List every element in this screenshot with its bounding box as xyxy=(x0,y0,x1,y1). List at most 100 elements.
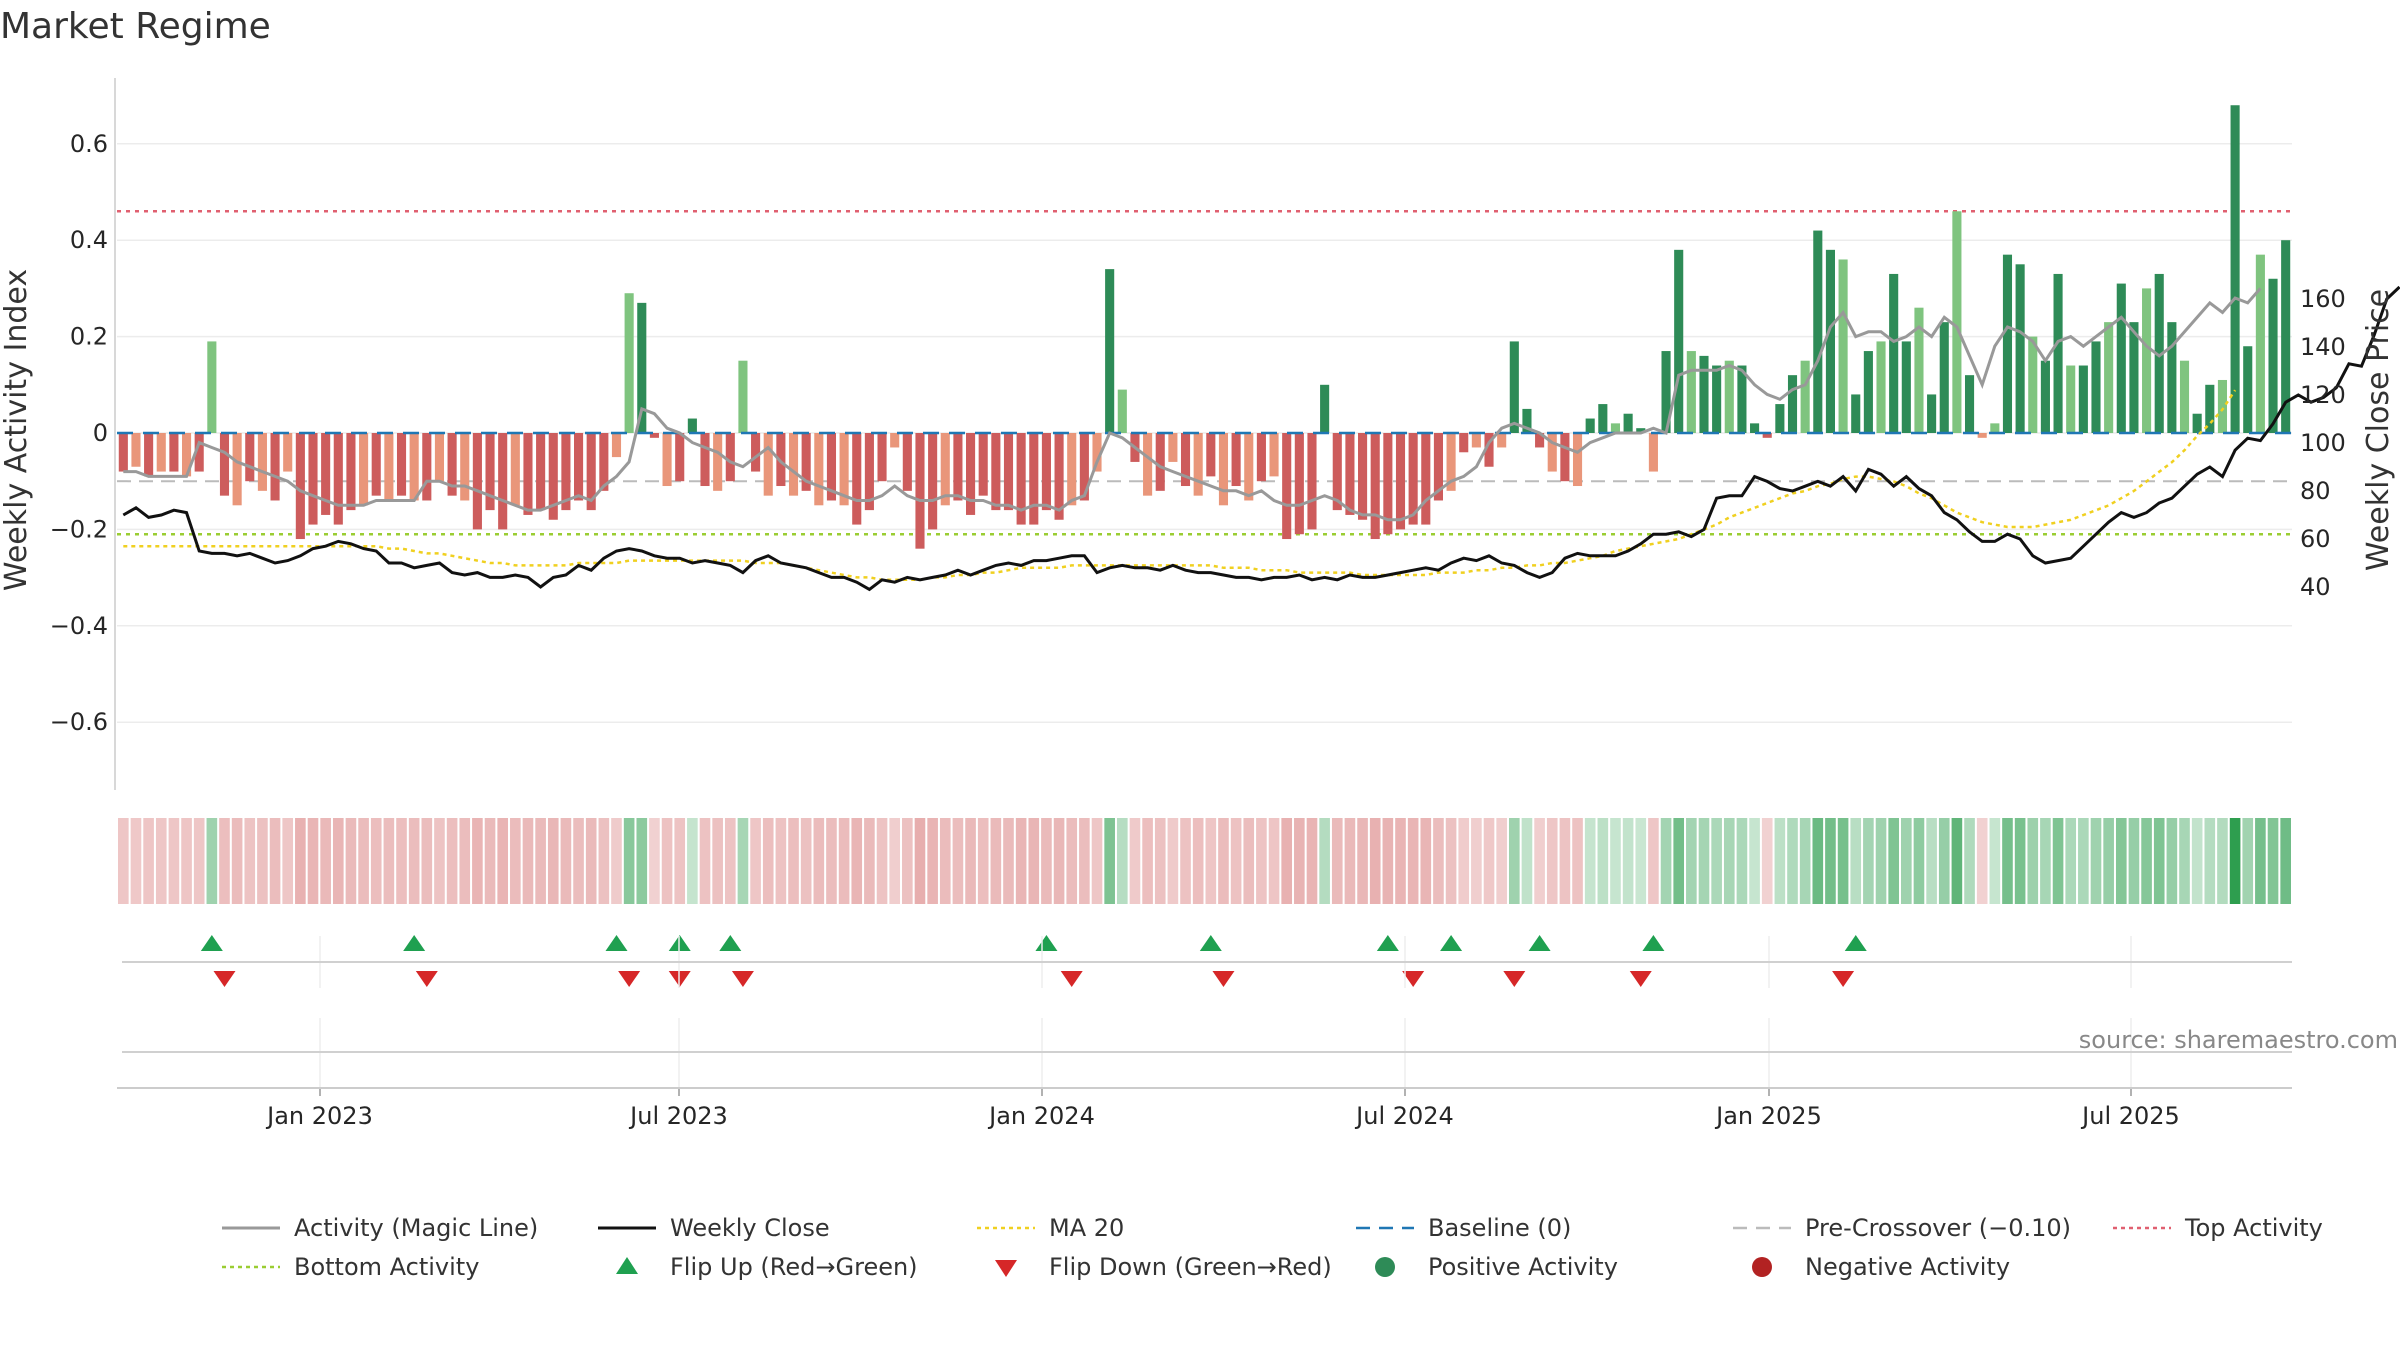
heat-cell xyxy=(143,818,154,904)
x-tick-label: Jul 2025 xyxy=(2080,1102,2180,1130)
y2-tick-label: 100 xyxy=(2300,429,2346,457)
flip-down-marker xyxy=(1629,971,1652,987)
activity-bar xyxy=(1825,249,1835,433)
activity-bar xyxy=(574,433,584,501)
activity-bar xyxy=(561,433,571,511)
activity-bar xyxy=(1661,351,1671,433)
heat-cell xyxy=(977,818,989,904)
heat-cell xyxy=(1382,818,1394,904)
activity-bar xyxy=(1636,428,1646,433)
activity-bar xyxy=(2015,264,2025,433)
activity-bar xyxy=(1320,384,1330,433)
heat-cell xyxy=(712,818,723,904)
heat-cell xyxy=(231,818,243,904)
heat-cell xyxy=(1597,818,1609,904)
weekly-close-line xyxy=(122,285,2400,592)
activity-bar xyxy=(725,433,735,482)
flip-up-marker xyxy=(1528,935,1551,951)
activity-bar xyxy=(1484,433,1494,467)
activity-bar xyxy=(864,433,874,511)
activity-bar xyxy=(1724,360,1734,433)
legend-swatch xyxy=(995,1260,1017,1277)
heat-cell xyxy=(965,818,976,904)
heat-cell xyxy=(193,818,205,904)
y-tick-label: 0.4 xyxy=(70,226,108,254)
activity-bars xyxy=(117,105,2292,549)
activity-bar xyxy=(1256,433,1266,482)
activity-bar xyxy=(2040,360,2050,433)
activity-bar xyxy=(1674,249,1684,433)
activity-bar xyxy=(1446,433,1456,491)
activity-bar xyxy=(700,433,710,487)
heat-cell xyxy=(851,818,863,904)
heat-cell xyxy=(295,818,306,904)
activity-bar xyxy=(1813,230,1823,433)
heat-cell xyxy=(1180,818,1191,904)
activity-bar xyxy=(1180,433,1191,487)
heat-cell xyxy=(2204,818,2216,904)
heat-cell xyxy=(1003,818,1014,904)
heat-cell xyxy=(1888,818,1899,904)
activity-bar xyxy=(1509,341,1519,433)
heat-cell xyxy=(1901,818,1912,904)
heat-cell xyxy=(1572,818,1583,904)
activity-bar xyxy=(814,433,824,506)
heat-cell xyxy=(2103,818,2114,904)
y2-axis: 160 140 120 100 80 60 40 xyxy=(2300,285,2346,601)
flip-up-marker xyxy=(719,935,742,951)
activity-bar xyxy=(2281,240,2291,433)
heat-cell xyxy=(1825,818,1836,904)
heat-cell xyxy=(1938,818,1950,904)
legend-item: Pre-Crossover (−0.10) xyxy=(1733,1214,2071,1242)
legend: Activity (Magic Line) Weekly Close MA 20 Ba… xyxy=(222,1214,2323,1281)
heat-cell xyxy=(446,818,458,904)
flip-down-marker xyxy=(618,971,641,987)
activity-bar xyxy=(751,433,761,472)
heat-cell xyxy=(206,818,218,904)
activity-bar xyxy=(1712,365,1722,433)
legend-label: Weekly Close xyxy=(670,1214,830,1242)
activity-bar xyxy=(434,433,445,482)
flip-up-marker xyxy=(1642,935,1665,951)
flip-down-marker xyxy=(1212,971,1235,987)
heat-cell xyxy=(724,818,736,904)
activity-bar xyxy=(1762,433,1772,438)
activity-bar xyxy=(523,433,533,515)
activity-bar xyxy=(144,433,154,477)
activity-bar xyxy=(232,433,242,506)
activity-bar xyxy=(1648,433,1658,472)
activity-bar xyxy=(1750,423,1760,433)
activity-bar xyxy=(687,418,697,433)
activity-bar xyxy=(447,433,457,496)
heat-cell xyxy=(1344,818,1356,904)
legend-label: Pre-Crossover (−0.10) xyxy=(1805,1214,2071,1242)
activity-bar xyxy=(1395,433,1406,530)
heat-cell xyxy=(939,818,951,904)
legend-item: Flip Up (Red→Green) xyxy=(616,1253,918,1281)
heat-cell xyxy=(421,818,433,904)
activity-bar xyxy=(194,433,204,472)
heat-cell xyxy=(1028,818,1040,904)
heat-cell xyxy=(2052,818,2064,904)
activity-bar xyxy=(219,433,230,496)
heat-cell xyxy=(1837,818,1849,904)
heat-cell xyxy=(130,818,142,904)
activity-bar xyxy=(1863,351,1873,433)
activity-bar xyxy=(2230,105,2240,434)
activity-bar xyxy=(169,433,179,472)
flip-up-marker xyxy=(1199,935,1222,951)
heat-cell xyxy=(775,818,787,904)
activity-bar xyxy=(763,433,773,496)
activity-bar xyxy=(1889,273,1899,433)
flip-up-marker xyxy=(403,935,426,951)
activity-bar xyxy=(1497,433,1507,448)
heat-cell xyxy=(1989,818,2001,904)
activity-bar xyxy=(245,433,255,482)
heat-cell xyxy=(2179,818,2190,904)
activity-bar xyxy=(940,433,950,506)
activity-bar xyxy=(1471,433,1481,448)
heat-cell xyxy=(434,818,445,904)
heat-cell xyxy=(1509,818,1520,904)
heat-cell xyxy=(522,818,534,904)
heat-cell xyxy=(1610,818,1621,904)
